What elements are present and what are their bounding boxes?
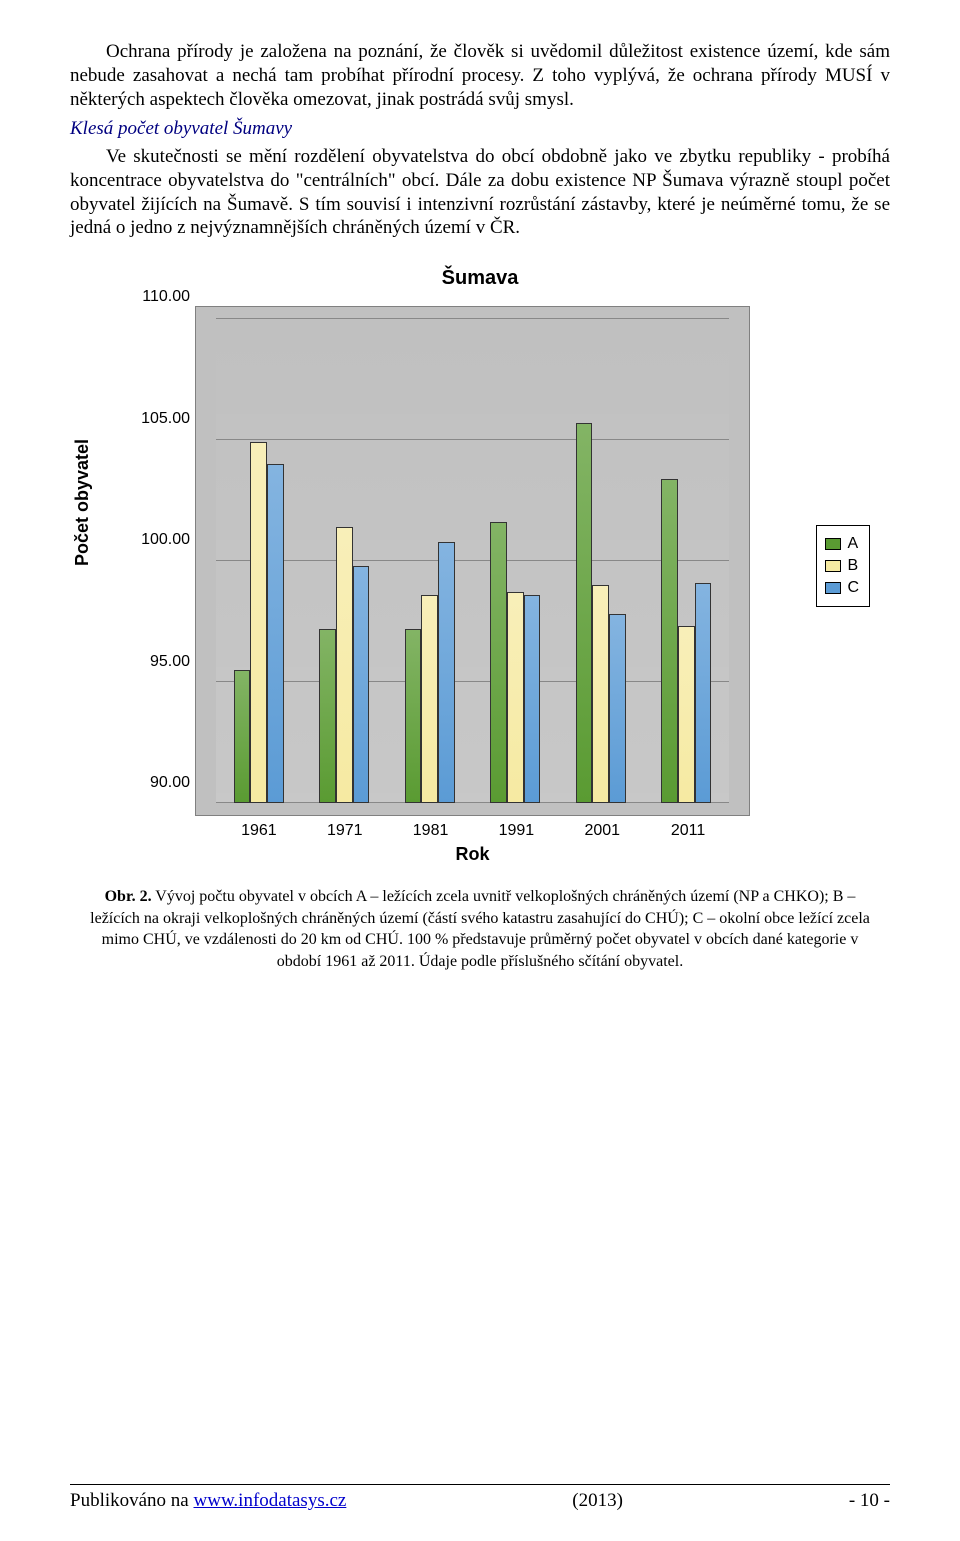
chart-y-axis-label: Počet obyvatel	[71, 439, 94, 566]
chart-bar	[490, 522, 507, 803]
legend-label: A	[847, 534, 858, 554]
chart-bar	[234, 670, 251, 803]
chart-bar	[267, 464, 284, 803]
chart-bar	[661, 479, 678, 803]
legend-swatch	[825, 560, 841, 572]
legend-item: A	[825, 534, 859, 554]
chart-bar	[405, 629, 422, 803]
legend-swatch	[825, 538, 841, 550]
chart-bar	[507, 592, 524, 803]
footer-link[interactable]: www.infodatasys.cz	[194, 1490, 347, 1511]
chart-title: Šumava	[90, 266, 870, 291]
chart-bar	[524, 595, 541, 803]
legend-label: C	[847, 578, 859, 598]
footer-center: (2013)	[572, 1489, 623, 1513]
chart-x-tick: 1971	[327, 821, 363, 841]
chart-x-tick: 1991	[499, 821, 535, 841]
chart-x-axis-label: Rok	[455, 843, 489, 866]
page-footer: Publikováno na www.infodatasys.cz (2013)…	[70, 1484, 890, 1513]
legend-item: C	[825, 578, 859, 598]
chart-x-tick: 1981	[413, 821, 449, 841]
figure-caption-label: Obr. 2.	[105, 888, 152, 905]
chart-y-tick: 105.00	[141, 409, 190, 429]
chart-y-tick: 95.00	[150, 652, 190, 672]
footer-right: - 10 -	[849, 1489, 890, 1513]
figure-caption-text: Vývoj počtu obyvatel v obcích A – ležící…	[90, 888, 870, 970]
chart-plot-area: 90.0095.00100.00105.00110.00 19611971198…	[195, 306, 750, 816]
chart-y-tick: 110.00	[142, 287, 190, 307]
paragraph-body: Ve skutečnosti se mění rozdělení obyvate…	[70, 145, 890, 240]
chart-bar	[438, 542, 455, 803]
chart-bar	[421, 595, 438, 803]
figure-caption: Obr. 2. Vývoj počtu obyvatel v obcích A …	[80, 886, 880, 972]
chart-bar	[353, 566, 370, 803]
chart-bar	[576, 423, 593, 803]
paragraph-intro: Ochrana přírody je založena na poznání, …	[70, 40, 890, 111]
legend-swatch	[825, 582, 841, 594]
chart-y-tick: 90.00	[150, 773, 190, 793]
chart-x-tick: 2011	[671, 821, 705, 841]
bar-chart: Šumava Počet obyvatel 90.0095.00100.0010…	[90, 266, 870, 866]
chart-bar	[678, 626, 695, 803]
legend-label: B	[847, 556, 858, 576]
chart-container: Šumava Počet obyvatel 90.0095.00100.0010…	[70, 266, 890, 866]
chart-bar	[609, 614, 626, 803]
footer-left: Publikováno na www.infodatasys.cz	[70, 1489, 346, 1513]
chart-y-tick: 100.00	[141, 530, 190, 550]
chart-legend: ABC	[816, 525, 870, 607]
chart-x-tick: 1961	[241, 821, 277, 841]
chart-bar	[319, 629, 336, 803]
chart-bar	[695, 583, 712, 803]
section-heading: Klesá počet obyvatel Šumavy	[70, 117, 890, 141]
chart-bar	[336, 527, 353, 803]
chart-bar	[250, 442, 267, 803]
chart-x-tick: 2001	[584, 821, 620, 841]
legend-item: B	[825, 556, 859, 576]
chart-bar	[592, 585, 609, 803]
